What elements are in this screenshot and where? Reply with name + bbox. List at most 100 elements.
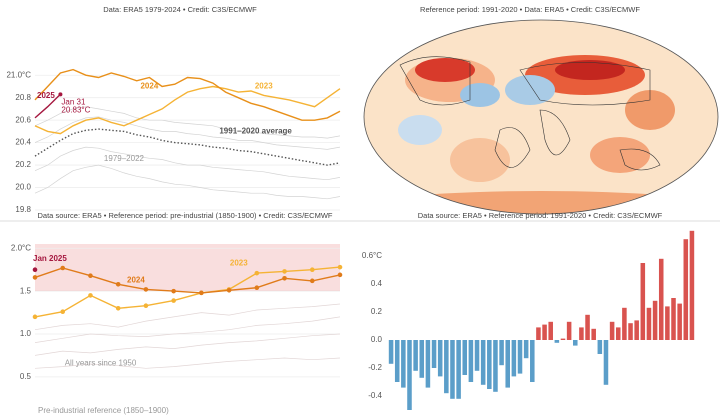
point [309, 278, 315, 284]
bar [536, 327, 541, 340]
subtitle: Data: ERA5 1979-2024 • Credit: C3S/ECMWF [103, 5, 257, 14]
bar [677, 303, 682, 340]
series-line [34, 266, 341, 318]
point [309, 267, 315, 273]
series-line [34, 357, 341, 369]
series-line [34, 116, 341, 150]
series-line [34, 316, 341, 343]
point [226, 287, 232, 293]
y-tick-label: -0.4 [368, 391, 382, 400]
point [32, 275, 38, 280]
bar [609, 321, 615, 340]
point [88, 293, 93, 298]
bar [425, 340, 431, 388]
bar [474, 340, 480, 371]
y-tick-label: 0.0 [371, 335, 383, 344]
bar [548, 321, 553, 340]
point [115, 305, 121, 311]
point [199, 290, 204, 296]
bar [671, 298, 676, 340]
series-label: Jan 2025 [33, 254, 67, 263]
y-tick-label: 20.0 [15, 183, 31, 192]
point [32, 314, 38, 320]
bar [462, 340, 468, 375]
bar [634, 320, 639, 340]
bar [628, 323, 633, 340]
series-line [34, 93, 61, 119]
bar [597, 340, 603, 354]
y-tick-label: 20.6 [15, 115, 31, 124]
point [88, 273, 93, 279]
bar [394, 340, 400, 382]
bar [419, 340, 425, 378]
point [254, 270, 260, 276]
y-tick-label: 20.4 [15, 138, 31, 147]
series-line [34, 106, 341, 139]
y-tick-label: 2.0°C [11, 243, 31, 252]
y-tick-label: 21.0°C [6, 70, 31, 79]
bar [505, 340, 510, 388]
bar [689, 230, 695, 340]
map-outline [363, 19, 719, 215]
point [143, 303, 149, 309]
bar [456, 340, 461, 399]
point [254, 285, 260, 291]
bar [603, 340, 609, 385]
point [337, 264, 343, 270]
series-label: 2025 [37, 91, 55, 100]
point [171, 298, 176, 303]
series-line [34, 146, 341, 181]
point [60, 265, 66, 271]
annotation: 20.83°C [61, 105, 90, 114]
y-tick-label: 0.2 [371, 307, 383, 316]
bar [585, 314, 590, 340]
bar [413, 340, 418, 371]
annotation: Jan 31 [61, 97, 86, 106]
bar [652, 300, 658, 340]
y-tick-label: 20.8 [15, 93, 31, 102]
bar [560, 338, 566, 340]
bar [665, 306, 670, 340]
bar [640, 263, 646, 340]
map [364, 20, 718, 214]
bar [646, 307, 652, 340]
bar [658, 258, 664, 340]
series-line [34, 164, 341, 200]
series-label: 2023 [255, 82, 273, 91]
y-tick-label: 0.6°C [362, 251, 382, 260]
bar [401, 340, 406, 388]
point [337, 272, 343, 278]
reference-band [35, 244, 340, 292]
bar [431, 340, 437, 368]
bar [573, 340, 578, 346]
y-tick-label: 19.8 [15, 205, 31, 214]
bar [683, 239, 689, 340]
bar [468, 340, 474, 382]
series-line [34, 128, 341, 166]
series-line [34, 303, 341, 331]
point [143, 287, 149, 292]
subtitle: Data source: ERA5 • Reference period: pr… [38, 211, 333, 220]
bar [615, 327, 621, 340]
point [282, 269, 287, 274]
bar [523, 340, 529, 359]
annotation: Pre-industrial reference (1850–1900) [38, 406, 169, 415]
point [32, 267, 38, 273]
bar [591, 328, 596, 340]
bar [437, 340, 443, 377]
bar [579, 327, 584, 340]
bar [566, 321, 572, 340]
series-label: All years since 1950 [65, 359, 137, 368]
bar [622, 307, 627, 340]
bar [511, 340, 517, 377]
series-line [34, 68, 341, 121]
bar [554, 340, 560, 343]
point [60, 309, 66, 315]
series-line [34, 267, 341, 294]
series-label: 2024 [140, 82, 158, 91]
y-tick-label: 20.2 [15, 160, 31, 169]
subtitle: Data source: ERA5 • Reference period: 19… [418, 211, 663, 220]
series-label: 1991–2020 average [219, 126, 292, 135]
series-label: 2024 [127, 276, 145, 285]
y-tick-label: 1.5 [20, 286, 32, 295]
